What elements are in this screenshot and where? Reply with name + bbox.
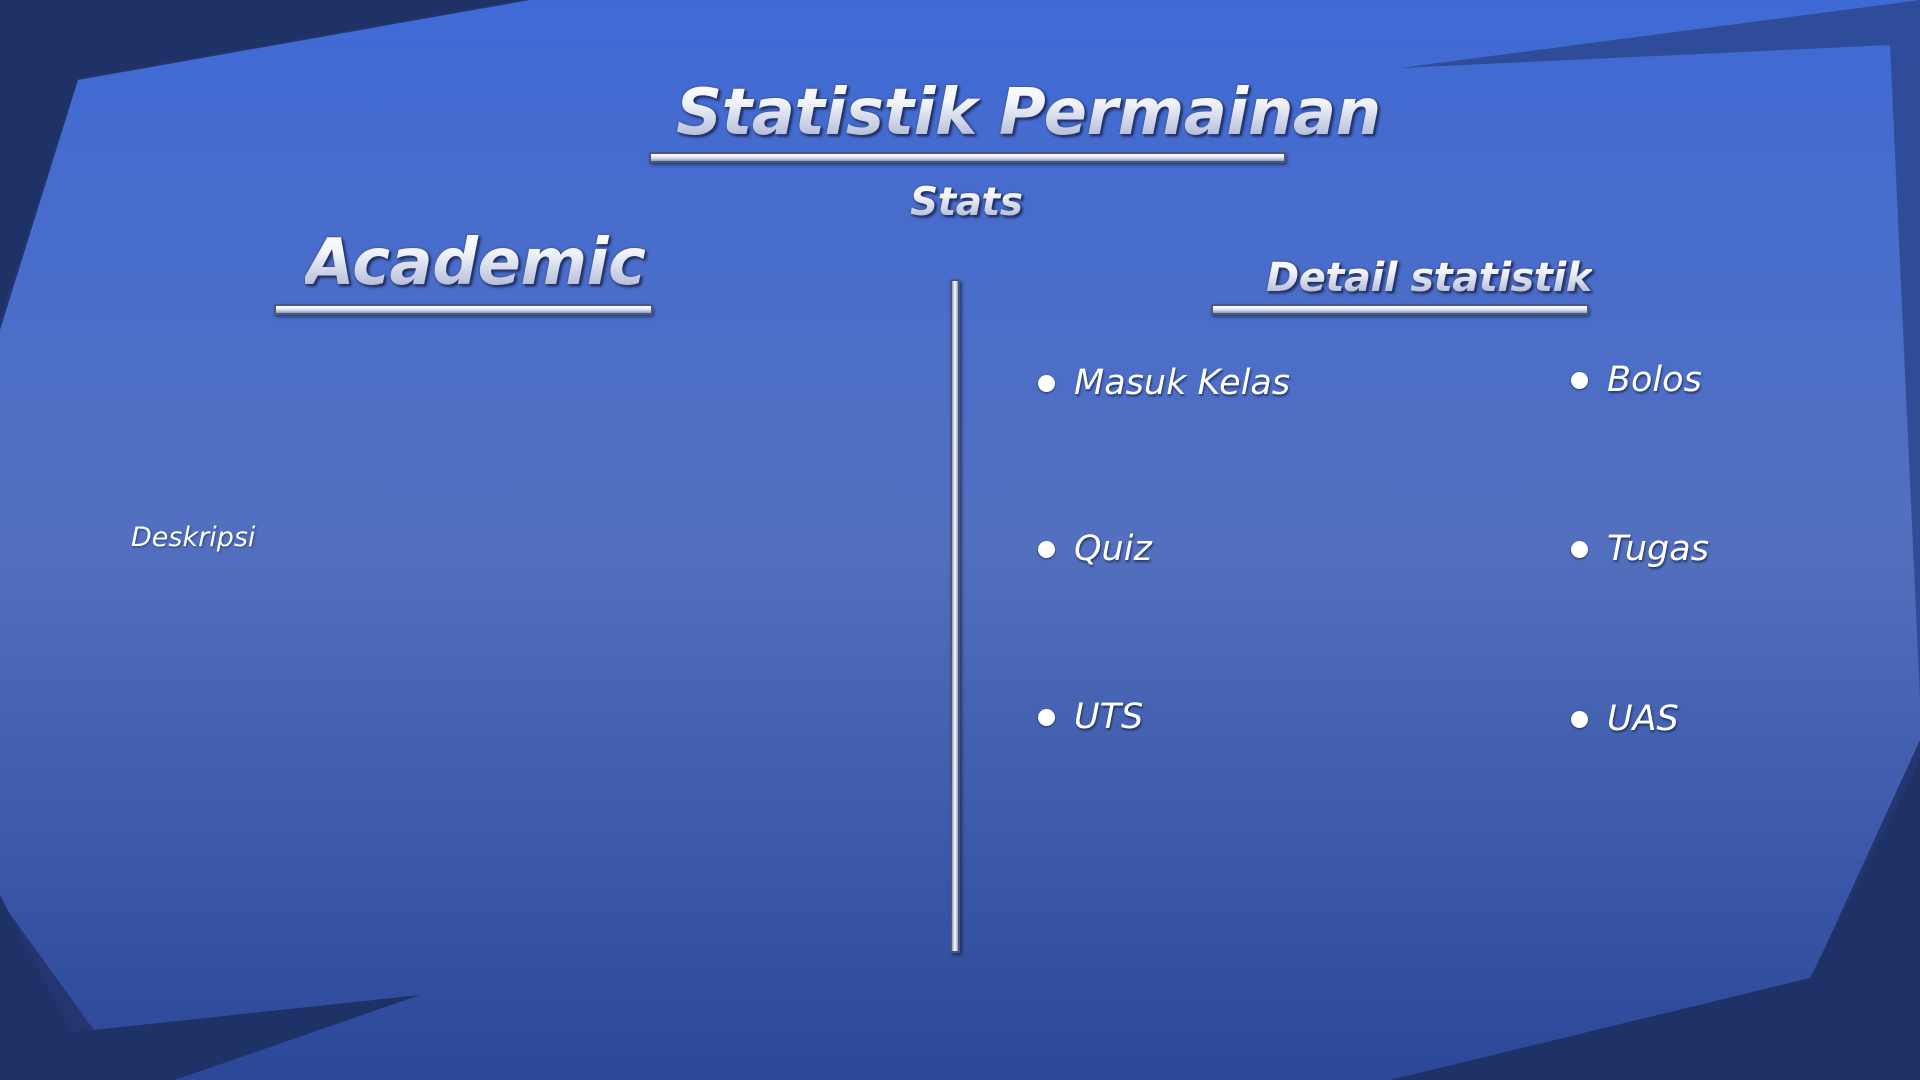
background-shape-left-edge [0, 895, 95, 1080]
stat-label: Tugas [1607, 529, 1709, 569]
stat-item-tugas: Tugas [1571, 524, 1709, 574]
stat-label: Bolos [1607, 360, 1702, 400]
title-underline [649, 152, 1286, 163]
stat-item-uas: UAS [1571, 694, 1679, 744]
stat-item-quiz: Quiz [1038, 524, 1152, 574]
page-title: Statistik Permainan [676, 76, 1381, 150]
bullet-icon [1571, 540, 1588, 558]
stat-label: UTS [1074, 697, 1144, 737]
academic-underline [274, 304, 653, 315]
stat-item-bolos: Bolos [1571, 355, 1702, 405]
bullet-icon [1571, 371, 1588, 389]
stat-label: Masuk Kelas [1074, 363, 1291, 403]
background-shape-bottom-left [0, 995, 420, 1080]
academic-heading: Academic [305, 226, 646, 300]
section-divider [950, 279, 960, 953]
stat-item-uts: UTS [1038, 692, 1143, 742]
page-subtitle: Stats [910, 180, 1023, 225]
detail-underline [1211, 304, 1589, 315]
background-shape-top-left [0, 0, 520, 320]
bullet-icon [1038, 708, 1055, 726]
background-shape-bottom-right [1390, 760, 1920, 1080]
academic-description: Deskripsi [131, 522, 256, 553]
bullet-icon [1038, 374, 1055, 392]
stat-item-masuk-kelas: Masuk Kelas [1038, 358, 1290, 408]
bullet-icon [1038, 540, 1055, 558]
stat-label: UAS [1607, 699, 1679, 739]
stat-label: Quiz [1074, 529, 1152, 569]
bullet-icon [1571, 710, 1588, 728]
detail-heading: Detail statistik [1266, 255, 1592, 301]
